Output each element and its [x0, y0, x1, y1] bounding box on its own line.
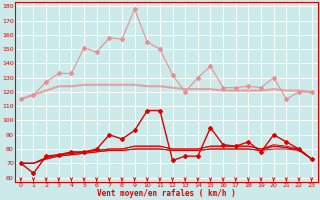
X-axis label: Vent moyen/en rafales ( km/h ): Vent moyen/en rafales ( km/h ) — [97, 189, 236, 198]
